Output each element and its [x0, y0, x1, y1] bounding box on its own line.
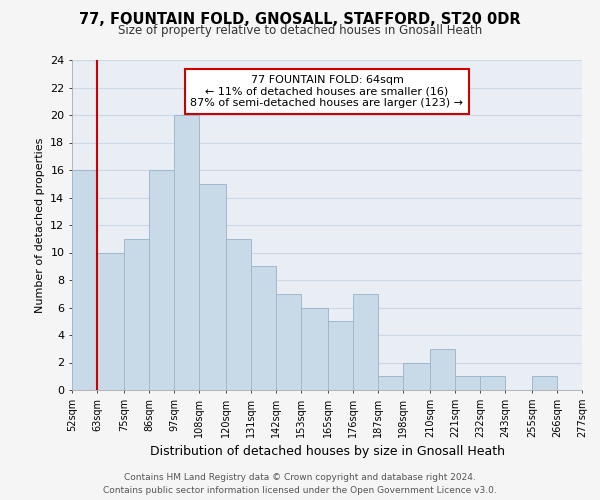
Y-axis label: Number of detached properties: Number of detached properties	[35, 138, 44, 312]
Bar	[582, 376, 600, 390]
Bar	[199, 184, 226, 390]
Text: 77, FOUNTAIN FOLD, GNOSALL, STAFFORD, ST20 0DR: 77, FOUNTAIN FOLD, GNOSALL, STAFFORD, ST…	[79, 12, 521, 28]
Bar	[251, 266, 276, 390]
Bar	[124, 239, 149, 390]
X-axis label: Distribution of detached houses by size in Gnosall Heath: Distribution of detached houses by size …	[149, 446, 505, 458]
Bar	[455, 376, 480, 390]
Bar	[430, 349, 455, 390]
Bar	[403, 362, 430, 390]
Bar	[149, 170, 174, 390]
Bar	[226, 239, 251, 390]
Bar	[72, 170, 97, 390]
Bar	[276, 294, 301, 390]
Bar	[301, 308, 328, 390]
Text: Contains HM Land Registry data © Crown copyright and database right 2024.
Contai: Contains HM Land Registry data © Crown c…	[103, 473, 497, 495]
Bar	[378, 376, 403, 390]
Bar	[328, 322, 353, 390]
Bar	[353, 294, 378, 390]
Bar	[532, 376, 557, 390]
Text: Size of property relative to detached houses in Gnosall Heath: Size of property relative to detached ho…	[118, 24, 482, 37]
Text: 77 FOUNTAIN FOLD: 64sqm
← 11% of detached houses are smaller (16)
87% of semi-de: 77 FOUNTAIN FOLD: 64sqm ← 11% of detache…	[191, 75, 464, 108]
Bar	[174, 115, 199, 390]
Bar	[97, 252, 124, 390]
Bar	[480, 376, 505, 390]
